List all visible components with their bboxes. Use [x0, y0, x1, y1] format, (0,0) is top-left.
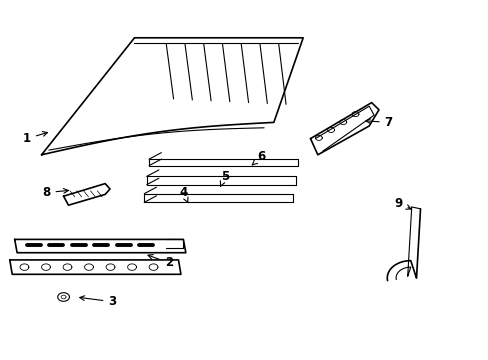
Polygon shape [15, 239, 185, 253]
Text: 2: 2 [148, 255, 172, 269]
Text: 5: 5 [220, 170, 228, 186]
Polygon shape [146, 176, 295, 185]
Polygon shape [310, 103, 378, 155]
Text: 1: 1 [23, 132, 47, 145]
Polygon shape [144, 194, 293, 202]
Text: 8: 8 [42, 186, 68, 199]
Text: 6: 6 [252, 150, 265, 165]
Text: 3: 3 [80, 295, 116, 308]
Polygon shape [10, 260, 181, 274]
Polygon shape [41, 38, 303, 155]
Text: 9: 9 [394, 197, 410, 210]
Text: 7: 7 [365, 116, 392, 129]
Polygon shape [149, 159, 298, 166]
Text: 4: 4 [179, 186, 187, 202]
Polygon shape [63, 184, 110, 205]
